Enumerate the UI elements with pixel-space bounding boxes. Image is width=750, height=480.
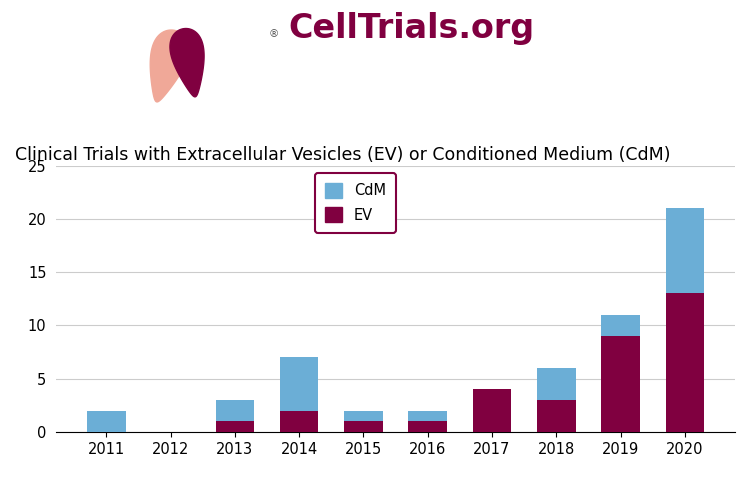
Bar xyxy=(665,293,704,432)
Bar xyxy=(602,315,640,336)
Legend: CdM, EV: CdM, EV xyxy=(315,173,396,233)
Bar xyxy=(602,336,640,432)
Bar xyxy=(537,368,575,400)
Bar xyxy=(87,411,126,432)
Text: Clinical Trials with Extracellular Vesicles (EV) or Conditioned Medium (CdM): Clinical Trials with Extracellular Vesic… xyxy=(15,146,670,164)
Bar xyxy=(409,411,447,421)
Bar xyxy=(344,421,382,432)
Bar xyxy=(409,421,447,432)
Bar xyxy=(344,411,382,421)
Bar xyxy=(665,208,704,293)
Text: ®: ® xyxy=(268,29,279,39)
Bar xyxy=(280,411,319,432)
Polygon shape xyxy=(170,28,204,97)
Bar xyxy=(216,400,254,421)
Polygon shape xyxy=(150,30,189,102)
Bar xyxy=(280,358,319,411)
Bar xyxy=(472,389,512,432)
Text: CellTrials.org: CellTrials.org xyxy=(289,12,535,45)
Bar xyxy=(537,400,575,432)
Bar xyxy=(216,421,254,432)
